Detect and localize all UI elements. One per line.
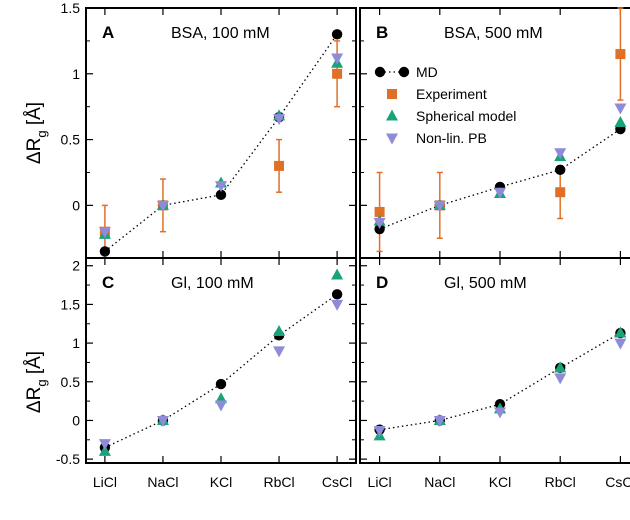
x-tick-label-rbcl: RbCl <box>545 474 576 490</box>
panels-layer: 0 0.5 1 1.5 A BSA, 100 mM B BSA, 500 mM MD Experi… <box>56 0 630 490</box>
panel-title: Gl, 500 mM <box>444 275 527 292</box>
md-line <box>104 293 338 449</box>
panel-c: -0.5 0 0.5 1 1.5 2 LiCl NaCl KCl RbCl CsCl C Gl, 100… <box>56 257 357 490</box>
panel-title: BSA, 100 mM <box>171 25 270 42</box>
nonlin-point <box>614 103 627 115</box>
legend-nonlin-marker <box>386 133 398 145</box>
experiment-point <box>615 49 626 60</box>
panel-letter: C <box>102 273 114 292</box>
nonlin-point <box>156 200 169 212</box>
y-label-sub: g <box>34 379 49 386</box>
legend-md-marker <box>398 66 410 78</box>
md-point <box>555 164 566 176</box>
y-axis-label-top: ΔRg [Å] <box>24 102 49 164</box>
nonlin-point <box>554 373 567 385</box>
md-line <box>379 332 621 431</box>
panel-title: BSA, 500 mM <box>444 25 543 42</box>
panel-title: Gl, 100 mM <box>171 275 254 292</box>
spherical-point <box>554 361 567 373</box>
x-tick-label-nacl: NaCl <box>147 474 178 490</box>
y-tick-label: 0 <box>72 412 80 428</box>
x-tick-label-cscl: CsCl <box>605 474 630 490</box>
y-label-unit: [Å] <box>24 102 45 131</box>
y-tick-label: 0.5 <box>61 132 81 148</box>
y-label-sub: g <box>34 130 49 137</box>
experiment-point <box>332 68 343 79</box>
md-point <box>331 289 343 300</box>
legend-experiment-label: Experiment <box>416 86 487 102</box>
spherical-point <box>331 268 344 280</box>
panel-letter: A <box>102 23 114 42</box>
y-tick-label: 0.5 <box>61 374 81 390</box>
x-tick-label-nacl: NaCl <box>424 474 455 490</box>
y-axis-labels: ΔRg [Å] ΔRg [Å] <box>24 102 49 413</box>
legend-experiment-marker <box>387 89 397 99</box>
y-tick-label: 1 <box>72 335 80 351</box>
legend-spherical-label: Spherical model <box>416 108 516 124</box>
nonlin-point <box>433 200 446 212</box>
panel-letter: B <box>376 23 388 42</box>
x-tick-label-cscl: CsCl <box>322 474 352 490</box>
nonlin-point <box>215 400 227 412</box>
nonlin-point <box>331 299 344 311</box>
md-point <box>215 378 227 390</box>
panel-d: LiCl NaCl KCl RbCl CsCl D Gl, 500 mM <box>359 257 630 490</box>
nonlin-point <box>494 187 506 199</box>
nonlin-point <box>433 415 446 427</box>
nonlin-point <box>98 439 111 451</box>
experiment-point <box>374 206 385 217</box>
panel-b: B BSA, 500 mM MD Experiment Spherical model N… <box>359 7 630 259</box>
y-tick-label: -0.5 <box>56 451 80 467</box>
y-label-unit: [Å] <box>24 351 45 380</box>
y-tick-label: 2 <box>72 258 80 274</box>
x-tick-label-licl: LiCl <box>368 474 392 490</box>
x-tick-label-kcl: KCl <box>489 474 512 490</box>
x-tick-label-kcl: KCl <box>210 474 233 490</box>
nonlin-point <box>215 181 227 193</box>
md-point <box>331 29 343 40</box>
panel-a: 0 0.5 1 1.5 A BSA, 100 mM <box>61 0 357 259</box>
y-label-main: ΔR <box>24 138 45 164</box>
y-tick-label: 1 <box>72 66 80 82</box>
nonlin-point <box>373 217 386 229</box>
nonlin-point <box>156 415 169 427</box>
nonlin-point <box>273 114 286 126</box>
nonlin-point <box>273 346 286 358</box>
y-tick-label: 1.5 <box>61 296 81 312</box>
spherical-point <box>614 326 627 338</box>
spherical-point <box>98 444 111 456</box>
nonlin-point <box>331 53 344 65</box>
experiment-point <box>274 160 285 171</box>
y-tick-label: 1.5 <box>61 0 81 16</box>
md-point <box>99 246 111 257</box>
md-point <box>215 189 227 201</box>
y-label-main: ΔR <box>24 387 45 413</box>
md-point <box>374 223 385 235</box>
nonlin-point <box>373 426 386 438</box>
legend-spherical-marker <box>386 109 398 121</box>
legend-md-marker <box>374 66 386 78</box>
md-line <box>104 33 338 252</box>
nonlin-point <box>554 148 567 160</box>
y-tick-label: 0 <box>72 197 80 213</box>
experiment-point <box>555 187 566 198</box>
nonlin-point <box>494 407 506 419</box>
legend: MD Experiment Spherical model Non-lin. PB <box>374 64 516 146</box>
legend-nonlin-label: Non-lin. PB <box>416 130 487 146</box>
nonlin-point <box>98 227 111 239</box>
spherical-point <box>614 115 627 127</box>
x-tick-label-rbcl: RbCl <box>263 474 294 490</box>
y-axis-label-bottom: ΔRg [Å] <box>24 351 49 413</box>
panel-frame <box>85 7 357 259</box>
x-tick-label-licl: LiCl <box>93 474 117 490</box>
legend-md-label: MD <box>416 64 438 80</box>
nonlin-point <box>614 338 627 350</box>
spherical-point <box>273 324 286 336</box>
panel-letter: D <box>376 273 388 292</box>
